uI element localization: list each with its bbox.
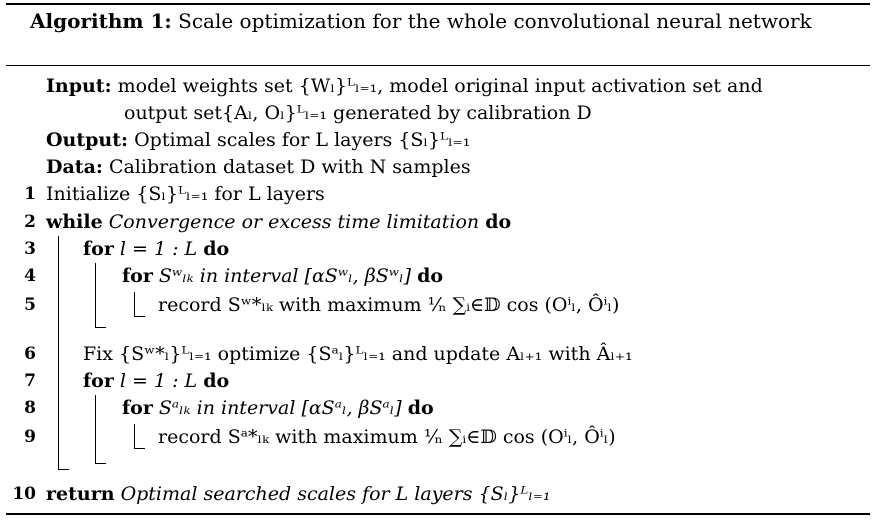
- do-keyword: do: [407, 397, 434, 419]
- for-range: l = 1 : L: [119, 370, 198, 392]
- input-row-cont: output set{Aₗ, Oₗ}ᴸₗ₌₁ generated by cali…: [0, 100, 875, 126]
- data-label: Data:: [46, 156, 103, 178]
- caption-rule: [6, 65, 870, 66]
- algorithm-title: Scale optimization for the whole convolu…: [178, 9, 812, 33]
- for-block-end-1: [95, 327, 106, 328]
- algo-line-4: 4 for Sʷₗₖ in interval [αSʷₗ, βSʷₗ] do: [0, 263, 875, 289]
- while-block-end: [58, 469, 69, 470]
- algo-line-9: 9 record Sᵃ*ₗₖ with maximum ¹⁄ₙ ∑ᵢ∈𝔻 cos…: [0, 424, 875, 450]
- do-keyword: do: [417, 265, 444, 287]
- for-block-end-2: [95, 463, 106, 464]
- line-number: 7: [24, 371, 36, 391]
- line-number: 3: [24, 239, 36, 259]
- inner-for-block-end-1: [134, 316, 145, 317]
- top-rule: [6, 3, 870, 5]
- line-number: 8: [24, 398, 36, 418]
- for-keyword: for: [83, 370, 114, 392]
- inner-for-block-line-2: [134, 424, 135, 448]
- for-keyword: for: [122, 397, 153, 419]
- algo-line-5: 5 record Sʷ*ₗₖ with maximum ¹⁄ₙ ∑ᵢ∈𝔻 cos…: [0, 292, 875, 318]
- do-keyword: do: [203, 238, 230, 260]
- algo-line-3: 3 for l = 1 : L do: [0, 236, 875, 262]
- for-block-line-2: [95, 395, 96, 463]
- algorithm-caption: Algorithm 1: Scale optimization for the …: [30, 8, 850, 35]
- output-row: Output: Optimal scales for L layers {Sₗ}…: [0, 127, 875, 153]
- do-keyword: do: [485, 211, 512, 233]
- line-text: Initialize {Sₗ}ᴸₗ₌₁ for L layers: [46, 183, 325, 205]
- line-number: 4: [24, 266, 36, 286]
- for-block-line-1: [95, 263, 96, 327]
- data-row: Data: Calibration dataset D with N sampl…: [0, 154, 875, 180]
- line-number: 6: [24, 344, 36, 364]
- line-number: 1: [24, 184, 36, 204]
- line-text: record Sʷ*ₗₖ with maximum ¹⁄ₙ ∑ᵢ∈𝔻 cos (…: [158, 294, 620, 316]
- line-number: 5: [24, 295, 36, 315]
- input-row: Input: model weights set {Wₗ}ᴸₗ₌₁, model…: [0, 73, 875, 99]
- line-number: 2: [24, 212, 36, 232]
- while-block-line: [58, 236, 59, 469]
- for-keyword: for: [122, 265, 153, 287]
- algo-line-8: 8 for Sᵃₗₖ in interval [αSᵃₗ, βSᵃₗ] do: [0, 395, 875, 421]
- for-condition: Sᵃₗₖ in interval [αSᵃₗ, βSᵃₗ]: [158, 397, 402, 419]
- input-line2: output set{Aₗ, Oₗ}ᴸₗ₌₁ generated by cali…: [124, 102, 592, 124]
- data-text: Calibration dataset D with N samples: [108, 156, 471, 178]
- algorithm-label: Algorithm 1:: [30, 9, 172, 33]
- for-keyword: for: [83, 238, 114, 260]
- output-label: Output:: [46, 129, 129, 151]
- algo-line-6: 6 Fix {Sʷ*ₗ}ᴸₗ₌₁ optimize {Sᵃₗ}ᴸₗ₌₁ and …: [0, 341, 875, 367]
- algo-line-1: 1 Initialize {Sₗ}ᴸₗ₌₁ for L layers: [0, 181, 875, 207]
- line-text: record Sᵃ*ₗₖ with maximum ¹⁄ₙ ∑ᵢ∈𝔻 cos (…: [158, 426, 616, 448]
- line-number: 10: [12, 484, 36, 504]
- input-label: Input:: [46, 75, 112, 97]
- input-line1: model weights set {Wₗ}ᴸₗ₌₁, model origin…: [117, 75, 763, 97]
- while-keyword: while: [46, 211, 103, 233]
- for-condition: Sʷₗₖ in interval [αSʷₗ, βSʷₗ]: [158, 265, 412, 287]
- do-keyword: do: [203, 370, 230, 392]
- bottom-rule: [6, 513, 870, 515]
- inner-for-block-end-2: [134, 448, 145, 449]
- while-condition: Convergence or excess time limitation: [108, 211, 480, 233]
- line-number: 9: [24, 427, 36, 447]
- line-text: Fix {Sʷ*ₗ}ᴸₗ₌₁ optimize {Sᵃₗ}ᴸₗ₌₁ and up…: [83, 343, 633, 365]
- inner-for-block-line-1: [134, 292, 135, 316]
- return-text: Optimal searched scales for L layers {Sₗ…: [120, 483, 551, 505]
- algo-line-10: 10 return Optimal searched scales for L …: [0, 481, 875, 507]
- algo-line-2: 2 while Convergence or excess time limit…: [0, 209, 875, 235]
- algo-line-7: 7 for l = 1 : L do: [0, 368, 875, 394]
- return-keyword: return: [46, 483, 115, 505]
- output-text: Optimal scales for L layers {Sₗ}ᴸₗ₌₁: [134, 129, 471, 151]
- for-range: l = 1 : L: [119, 238, 198, 260]
